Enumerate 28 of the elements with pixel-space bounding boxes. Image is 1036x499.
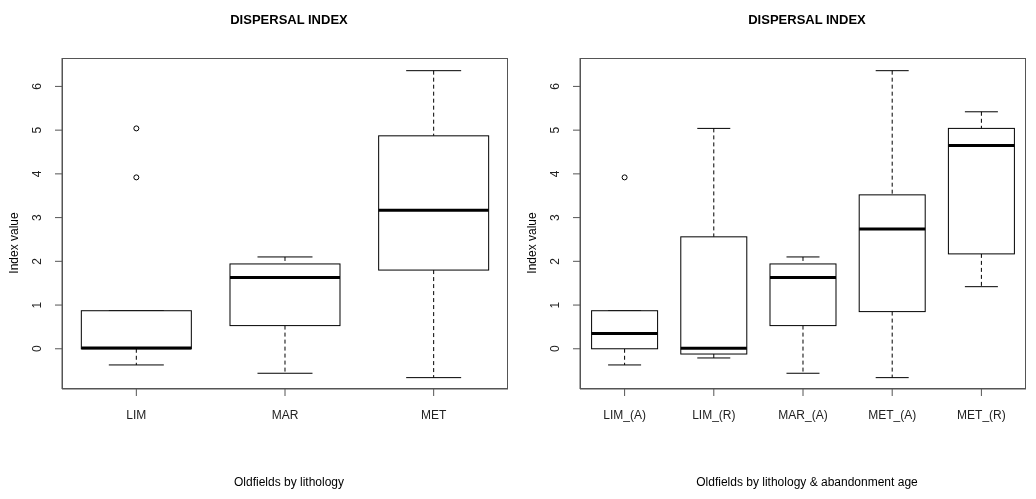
y-tick-label: 5 [548, 126, 562, 134]
x-tick-label: LIM_(R) [692, 407, 736, 422]
y-axis-title: Index value [525, 212, 539, 274]
y-tick-label: 1 [548, 301, 562, 309]
x-tick-label: LIM_(A) [603, 407, 646, 422]
y-tick-label: 4 [30, 170, 44, 178]
x-tick-label: MET_(A) [868, 407, 917, 422]
x-tick-label: LIM [126, 407, 147, 422]
y-tick-label: 2 [30, 257, 44, 265]
y-tick-label: 3 [30, 213, 44, 221]
x-tick-label: MAR_(A) [778, 407, 828, 422]
x-tick-label: MET [420, 407, 447, 422]
x-tick-label: MET_(R) [957, 407, 1006, 422]
y-axis-title: Index value [7, 212, 21, 274]
y-tick-label: 0 [548, 345, 562, 353]
x-tick-label: MAR [271, 407, 299, 422]
y-tick-label: 6 [548, 82, 562, 90]
y-tick-label: 1 [30, 301, 44, 309]
y-tick-label: 0 [30, 345, 44, 353]
y-tick-label: 5 [30, 126, 44, 134]
x-axis-title: Oldfields by lithology [232, 475, 346, 489]
chart-title: DISPERSAL INDEX [229, 12, 349, 27]
y-tick-label: 6 [30, 82, 44, 90]
y-tick-label: 3 [548, 213, 562, 221]
x-axis-title: Oldfields by lithology & abandonment age [695, 475, 919, 489]
chart-title: DISPERSAL INDEX [747, 12, 867, 27]
y-tick-label: 4 [548, 170, 562, 178]
y-tick-label: 2 [548, 257, 562, 265]
